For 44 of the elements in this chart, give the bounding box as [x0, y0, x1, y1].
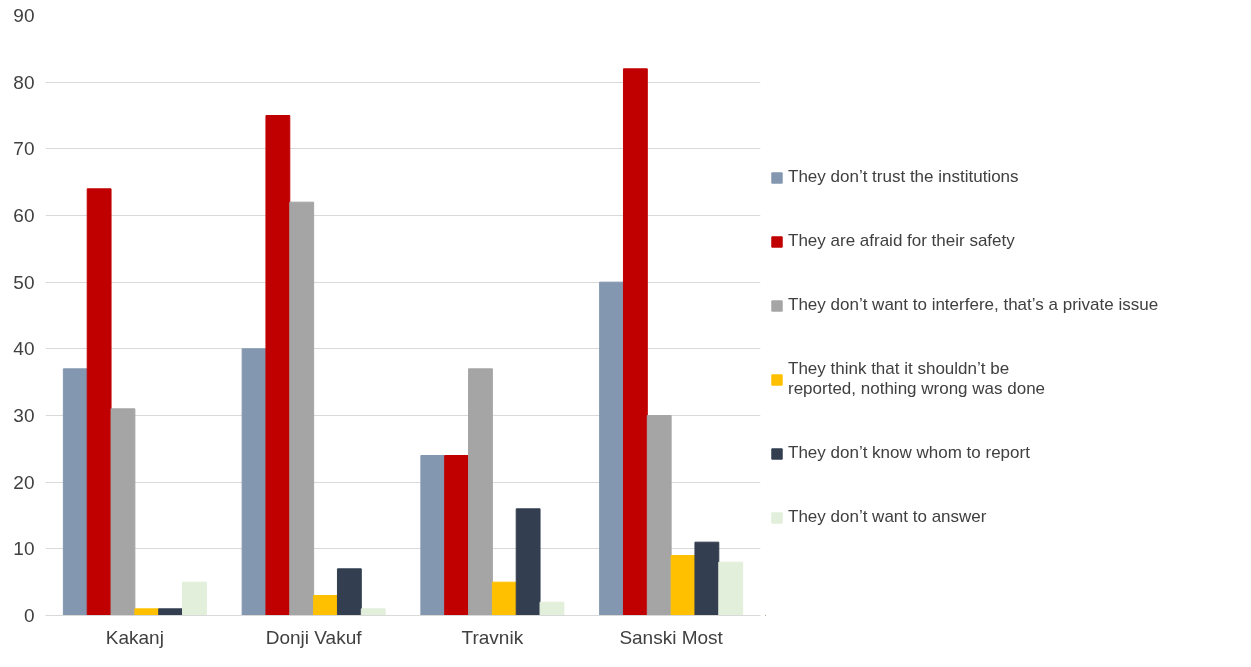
- y-tick-label: 40: [13, 338, 35, 360]
- bar: [241, 348, 267, 616]
- bar: [622, 68, 648, 616]
- y-tick-label: 90: [13, 5, 35, 26]
- legend-label: They don’t want to interfere, that’s a private issue: [788, 295, 1159, 315]
- bar: [599, 281, 624, 616]
- x-tick-label: Travnik: [461, 626, 524, 648]
- y-tick-label: 70: [13, 138, 35, 160]
- bar: [134, 608, 160, 616]
- bar: [313, 595, 338, 616]
- y-tick-label: 60: [13, 205, 35, 226]
- y-tick-label: 0: [23, 605, 35, 626]
- y-tick-label: 30: [13, 405, 35, 426]
- y-tick-label: 10: [13, 538, 35, 560]
- bar: [694, 541, 720, 616]
- legend-label: They are afraid for their safety: [788, 231, 1015, 251]
- bar: [670, 555, 696, 616]
- bar: [62, 368, 88, 616]
- legend-label: They don’t know whom to report: [788, 443, 1030, 463]
- bar: [182, 581, 207, 616]
- bar: [110, 408, 136, 616]
- bar: [289, 201, 315, 616]
- legend-label: They think that it shouldn’t be reported, nothing wrong was done: [788, 359, 1046, 399]
- bar: [444, 455, 470, 616]
- bar: [539, 601, 565, 616]
- bar: [420, 455, 446, 616]
- bar: [718, 561, 744, 616]
- bar: [646, 415, 672, 616]
- x-tick-label: Donji Vakuf: [265, 626, 363, 648]
- legend-label: They don’t want to answer: [788, 507, 987, 527]
- legend-label: They don’t trust the institutions: [788, 167, 1019, 187]
- bar: [336, 568, 362, 616]
- bar: [265, 115, 291, 616]
- x-tick-label: Sanski Most: [619, 626, 724, 648]
- x-tick-label: Kakanj: [105, 626, 164, 648]
- bar: [491, 581, 517, 616]
- y-tick-label: 20: [13, 471, 35, 493]
- bar: [515, 508, 541, 616]
- bar: [468, 368, 493, 616]
- bar: [158, 608, 184, 616]
- y-tick-label: 50: [13, 271, 35, 293]
- bar: [360, 608, 386, 616]
- bar: [86, 188, 112, 616]
- y-tick-label: 80: [13, 71, 35, 93]
